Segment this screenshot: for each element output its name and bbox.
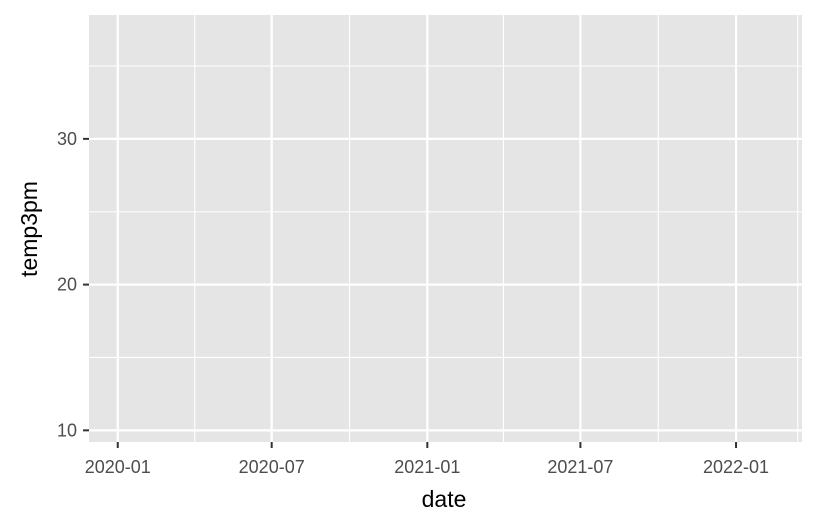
x-axis-title: date <box>422 486 467 512</box>
x-tick-label: 2020-07 <box>239 457 305 477</box>
y-axis: 10 20 30 <box>57 129 89 440</box>
x-axis: 2020-01 2020-07 2021-01 2021-07 2022-01 <box>85 442 769 477</box>
x-tick-label: 2020-01 <box>85 457 151 477</box>
y-tick-label: 30 <box>57 129 77 149</box>
minor-grid <box>89 15 802 442</box>
x-tick-label: 2021-07 <box>547 457 613 477</box>
y-axis-title: temp3pm <box>16 181 42 277</box>
y-tick-label: 20 <box>57 275 77 295</box>
x-tick-label: 2021-01 <box>394 457 460 477</box>
plot-panel <box>89 15 802 442</box>
major-grid <box>89 15 802 442</box>
x-tick-label: 2022-01 <box>703 457 769 477</box>
y-tick-label: 10 <box>57 420 77 440</box>
